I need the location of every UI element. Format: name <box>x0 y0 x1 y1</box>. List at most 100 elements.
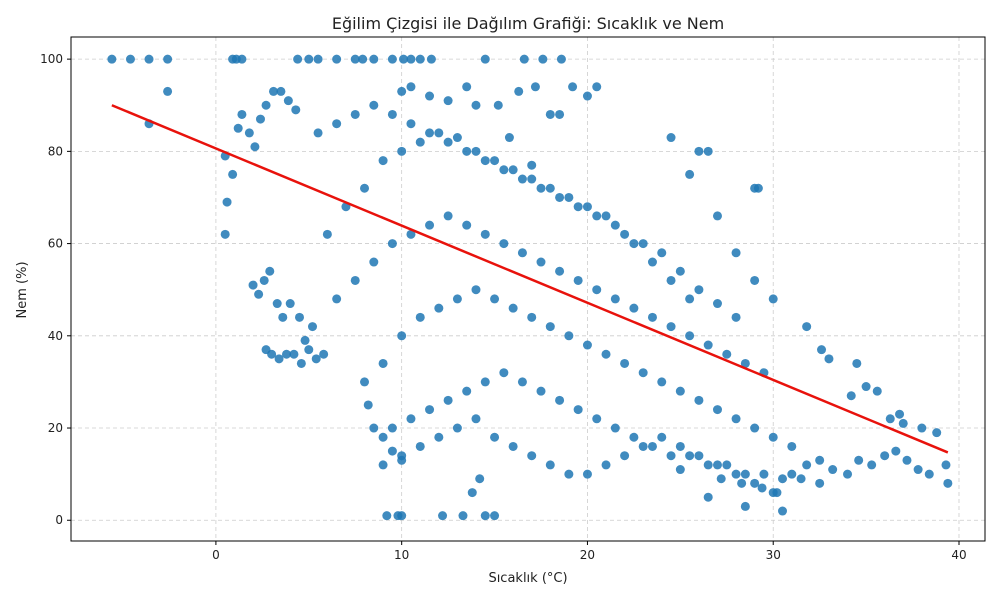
data-point <box>638 368 648 378</box>
data-point <box>536 183 546 193</box>
data-point <box>703 146 713 156</box>
data-point <box>144 54 154 64</box>
data-point <box>898 418 908 428</box>
x-tick-label: 40 <box>951 548 966 562</box>
data-point <box>254 289 264 299</box>
data-point <box>666 451 676 461</box>
data-point <box>304 54 314 64</box>
data-point <box>452 133 462 143</box>
data-point <box>731 248 741 258</box>
data-point <box>462 220 472 230</box>
data-point <box>564 192 574 202</box>
data-point <box>592 82 602 92</box>
data-point <box>712 405 722 415</box>
data-point <box>555 192 565 202</box>
data-point <box>629 432 639 442</box>
data-point <box>787 441 797 451</box>
data-point <box>527 451 537 461</box>
y-tick-label: 20 <box>48 421 63 435</box>
data-point <box>802 460 812 470</box>
data-point <box>573 405 583 415</box>
data-point <box>480 54 490 64</box>
data-point <box>369 54 379 64</box>
data-point <box>387 109 397 119</box>
data-point <box>861 382 871 392</box>
x-axis-title: Sıcaklık (°C) <box>488 571 567 586</box>
data-point <box>313 54 323 64</box>
data-point <box>582 340 592 350</box>
data-point <box>360 183 370 193</box>
data-point <box>358 54 368 64</box>
data-point <box>902 455 912 465</box>
data-point <box>685 331 695 341</box>
data-point <box>740 501 750 511</box>
data-point <box>378 460 388 470</box>
data-point <box>471 414 481 424</box>
data-point <box>852 358 862 368</box>
data-point <box>538 54 548 64</box>
data-point <box>293 54 303 64</box>
data-point <box>666 133 676 143</box>
data-point <box>694 395 704 405</box>
data-point <box>703 492 713 502</box>
data-point <box>880 451 890 461</box>
data-point <box>757 483 767 493</box>
data-point <box>443 211 453 221</box>
data-point <box>787 469 797 479</box>
trend-line <box>111 104 949 454</box>
data-point <box>685 294 695 304</box>
data-point <box>443 96 453 106</box>
data-point <box>564 469 574 479</box>
data-point <box>545 183 555 193</box>
data-point <box>426 54 436 64</box>
data-point <box>378 358 388 368</box>
data-point <box>471 100 481 110</box>
data-point <box>601 349 611 359</box>
data-point <box>817 345 827 355</box>
data-point <box>458 511 468 521</box>
data-point <box>638 441 648 451</box>
data-point <box>891 446 901 456</box>
data-point <box>592 211 602 221</box>
data-point <box>802 322 812 332</box>
data-point <box>536 257 546 267</box>
data-point <box>545 460 555 470</box>
data-point <box>228 169 238 179</box>
y-tick-label: 40 <box>48 329 63 343</box>
x-tick-label: 0 <box>212 548 220 562</box>
y-axis-title: Nem (%) <box>15 261 30 318</box>
data-point <box>452 423 462 433</box>
data-point <box>267 349 277 359</box>
data-point <box>768 294 778 304</box>
data-point <box>943 478 953 488</box>
data-point <box>657 248 667 258</box>
data-point <box>573 202 583 212</box>
data-point <box>248 280 258 290</box>
data-point <box>233 123 243 133</box>
data-point <box>443 137 453 147</box>
chart-title: Eğilim Çizgisi ile Dağılım Grafiği: Sıca… <box>332 14 724 33</box>
trend-line-group <box>111 104 949 454</box>
data-point <box>285 299 295 309</box>
data-point <box>629 303 639 313</box>
data-point <box>555 395 565 405</box>
scatter-points <box>107 54 953 521</box>
data-point <box>530 82 540 92</box>
data-point <box>778 506 788 516</box>
data-point <box>694 451 704 461</box>
x-tick-label: 30 <box>766 548 781 562</box>
y-axis-ticks: 0 20 40 60 80 100 <box>40 52 71 527</box>
data-point <box>824 354 834 364</box>
data-point <box>750 478 760 488</box>
data-point <box>332 54 342 64</box>
data-point <box>712 460 722 470</box>
data-point <box>555 266 565 276</box>
data-point <box>867 460 877 470</box>
data-point <box>675 386 685 396</box>
data-point <box>480 156 490 166</box>
data-point <box>685 451 695 461</box>
data-point <box>369 423 379 433</box>
data-point <box>397 146 407 156</box>
data-point <box>508 165 518 175</box>
data-point <box>220 229 230 239</box>
